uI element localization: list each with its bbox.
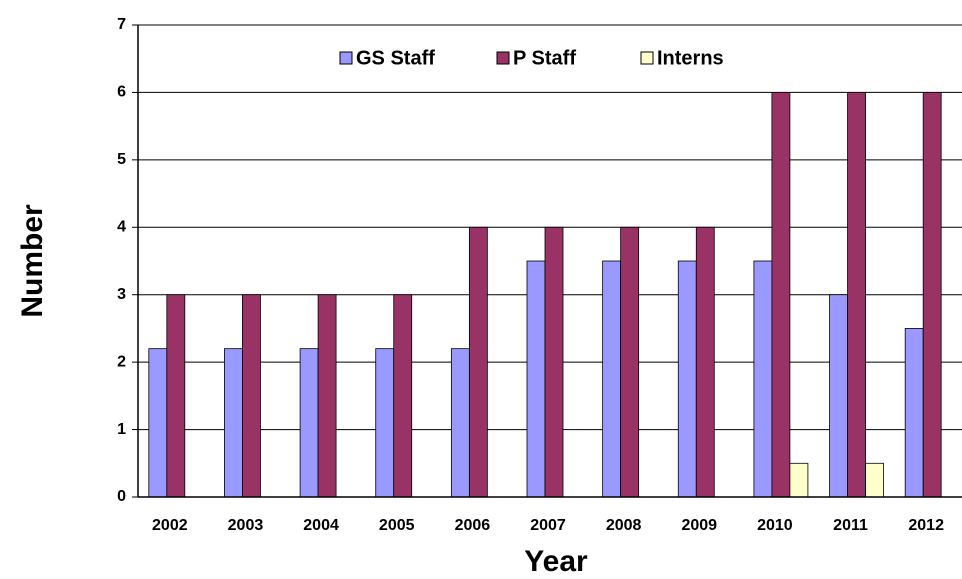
bar <box>224 348 243 498</box>
bar <box>922 92 942 498</box>
y-tick-label: 7 <box>117 16 126 33</box>
bar <box>829 294 848 498</box>
y-axis-title: Number <box>16 204 49 318</box>
bar <box>620 226 640 498</box>
bar <box>753 260 773 498</box>
x-tick-label: 2012 <box>908 517 944 534</box>
y-tick-label: 2 <box>117 353 126 370</box>
x-tick-label: 2002 <box>152 517 188 534</box>
legend-swatch <box>496 51 510 65</box>
bar <box>904 328 924 498</box>
bar <box>375 348 395 498</box>
x-tick-label: 2006 <box>455 517 491 534</box>
legend-label: GS Staff <box>356 47 435 69</box>
legend-swatch <box>339 51 353 65</box>
x-tick-label: 2010 <box>757 517 793 534</box>
bar <box>865 462 884 498</box>
y-tick-label: 4 <box>117 219 126 236</box>
legend-label: Interns <box>657 47 724 69</box>
x-tick-label: 2004 <box>303 517 339 534</box>
y-tick-label: 5 <box>117 151 126 168</box>
y-tick-label: 0 <box>117 488 126 505</box>
x-tick-label: 2005 <box>379 517 415 534</box>
bar <box>242 294 261 498</box>
bar <box>317 294 337 498</box>
x-tick-label: 2003 <box>228 517 264 534</box>
bar <box>771 92 791 498</box>
bar <box>450 348 470 498</box>
y-tick-label: 1 <box>117 421 126 438</box>
y-tick-label: 6 <box>117 84 126 101</box>
bar <box>526 260 546 498</box>
bar <box>544 226 564 498</box>
x-tick-label: 2009 <box>681 517 717 534</box>
bar <box>468 226 488 498</box>
legend-label: P Staff <box>513 47 576 69</box>
bar <box>789 462 809 498</box>
x-tick-label: 2007 <box>530 517 566 534</box>
x-axis-title: Year <box>524 545 588 578</box>
bar <box>393 294 413 498</box>
bar <box>166 294 186 498</box>
y-tick-label: 3 <box>117 286 126 303</box>
bar <box>602 260 622 498</box>
x-tick-label: 2011 <box>833 517 868 534</box>
bar <box>695 226 715 498</box>
x-tick-label: 2008 <box>606 517 642 534</box>
bar <box>677 260 697 498</box>
legend-swatch <box>640 51 654 65</box>
bar <box>148 348 168 498</box>
bar <box>299 348 319 498</box>
bar <box>847 92 866 498</box>
